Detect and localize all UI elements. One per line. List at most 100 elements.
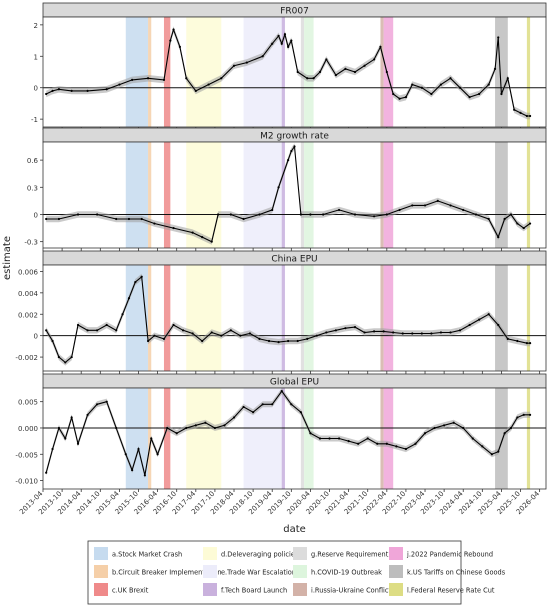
data-point — [277, 186, 280, 189]
data-point — [372, 215, 376, 218]
data-point — [153, 334, 156, 337]
data-point — [287, 159, 290, 162]
data-point — [280, 42, 283, 45]
data-point — [140, 275, 143, 278]
legend-label: a.Stock Market Crash — [112, 551, 182, 559]
event-band — [243, 265, 285, 371]
data-point — [194, 89, 197, 92]
data-point — [185, 426, 188, 430]
data-point — [420, 332, 423, 335]
data-point — [57, 217, 61, 221]
data-point — [347, 440, 350, 443]
y-tick-label: 0 — [34, 85, 38, 93]
data-point — [430, 92, 433, 96]
legend-label: d.Deleveraging policies — [221, 551, 299, 559]
data-point — [287, 45, 290, 48]
data-point — [478, 92, 481, 96]
data-point — [452, 421, 455, 424]
event-band — [383, 388, 394, 489]
data-point — [423, 432, 427, 435]
data-point — [315, 334, 318, 337]
data-point — [401, 332, 404, 335]
data-point — [175, 432, 178, 435]
legend-swatch — [203, 583, 217, 596]
data-point — [449, 331, 452, 334]
data-point — [293, 145, 296, 148]
data-point — [115, 426, 118, 430]
data-point — [280, 390, 283, 393]
data-point — [500, 92, 503, 96]
data-point — [334, 74, 337, 77]
data-point — [156, 453, 159, 456]
data-point — [76, 442, 80, 445]
data-point — [220, 334, 223, 337]
data-point — [503, 432, 506, 435]
legend-label: j.2022 Pandemic Rebound — [406, 551, 493, 559]
data-point — [443, 424, 446, 427]
legend-swatch — [293, 565, 307, 578]
data-point — [309, 213, 312, 216]
data-point — [172, 28, 175, 31]
data-point — [497, 236, 500, 239]
event-band — [300, 265, 305, 371]
data-point — [481, 445, 484, 448]
event-band — [495, 388, 508, 489]
data-point — [433, 426, 436, 430]
data-point — [220, 77, 223, 80]
event-band — [125, 142, 149, 248]
data-point — [258, 213, 261, 216]
data-point — [385, 442, 388, 445]
data-point — [306, 337, 309, 340]
data-point — [86, 413, 89, 416]
data-point — [528, 114, 532, 118]
y-tick-label: -0.3 — [24, 239, 38, 247]
legend-label: g.Reserve Requirement Cut — [311, 551, 402, 559]
y-tick-label: -0.005 — [15, 451, 38, 459]
data-point — [395, 445, 398, 448]
data-point — [245, 61, 248, 64]
y-tick-label: 0.6 — [27, 157, 39, 165]
data-point — [471, 437, 474, 440]
data-point — [516, 222, 519, 225]
data-point — [76, 323, 80, 327]
data-point — [271, 403, 274, 406]
event-band — [281, 17, 285, 127]
data-point — [146, 339, 150, 343]
event-band — [495, 265, 508, 371]
data-point — [439, 331, 443, 334]
data-point — [325, 331, 328, 334]
event-band — [383, 142, 394, 248]
data-point — [363, 64, 366, 67]
data-point — [140, 217, 143, 221]
data-point — [376, 442, 379, 445]
event-band — [380, 265, 384, 371]
event-band — [243, 142, 285, 248]
data-point — [51, 447, 54, 451]
legend-label: c.UK Brexit — [112, 587, 149, 595]
data-point — [146, 77, 150, 80]
data-point — [299, 213, 302, 216]
data-point — [337, 437, 341, 440]
panel-title: Global EPU — [270, 378, 319, 388]
data-point — [210, 331, 213, 334]
legend-swatch — [94, 547, 108, 560]
data-point — [334, 329, 337, 332]
event-band — [304, 265, 314, 371]
data-point — [124, 453, 127, 456]
data-point — [242, 405, 245, 409]
event-band — [186, 17, 222, 127]
y-tick-label: 2 — [34, 22, 38, 30]
data-point — [353, 213, 357, 216]
y-tick-label: -1 — [31, 116, 38, 124]
y-tick-label: -0.010 — [15, 478, 38, 486]
data-point — [458, 86, 462, 89]
panel-background — [43, 142, 546, 248]
panel-border — [42, 264, 547, 372]
data-point — [169, 39, 172, 42]
data-point — [503, 217, 506, 221]
data-point — [290, 149, 293, 153]
data-point — [115, 329, 118, 332]
data-point — [210, 240, 213, 243]
legend-label: l.Federal Reserve Rate Cut — [407, 587, 495, 595]
data-point — [468, 323, 471, 327]
